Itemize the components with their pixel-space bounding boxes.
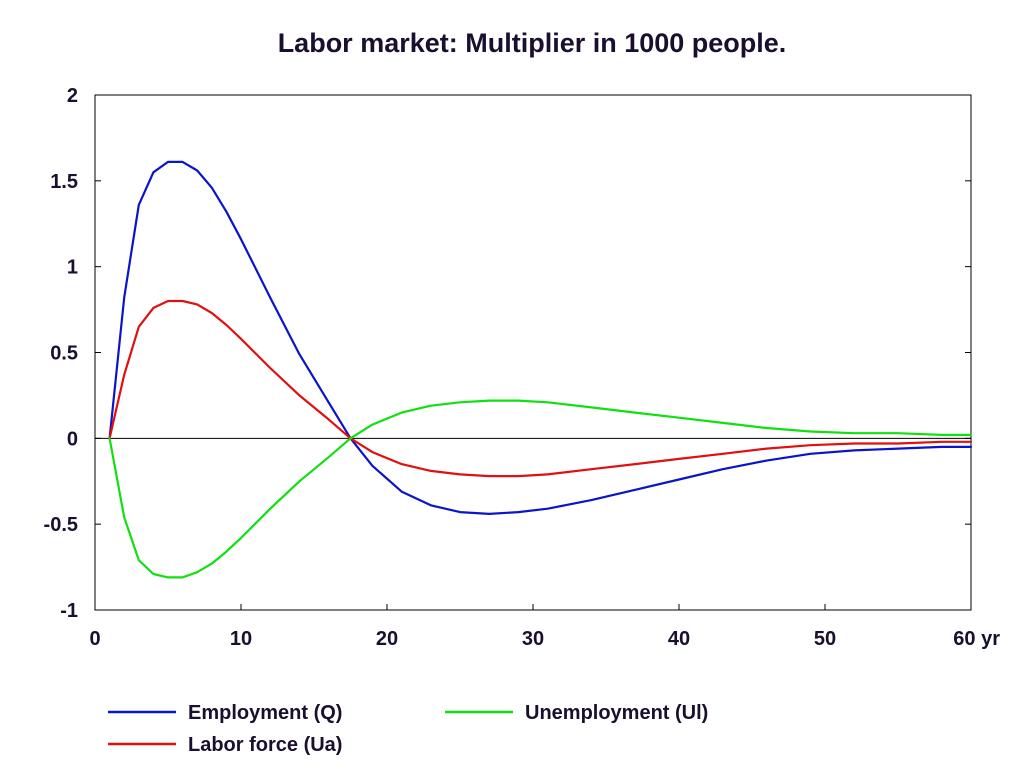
x-tick-label: 20 (376, 628, 398, 650)
x-tick-label: 10 (230, 628, 252, 650)
legend-label: Employment (Q) (188, 702, 342, 724)
series-line-2 (108, 299, 973, 478)
series-line-1 (108, 160, 973, 516)
y-tick-label: 1.5 (50, 171, 78, 193)
y-tick-label: 2 (67, 85, 78, 107)
legend-label: Labor force (Ua) (188, 734, 342, 756)
y-tick-label: 1 (67, 257, 78, 279)
axis-ticks (94, 94, 972, 611)
y-tick-label: -1 (60, 600, 78, 622)
legend-label: Unemployment (Ul) (525, 702, 708, 724)
series-line-3 (108, 399, 973, 579)
x-tick-label: 0 (89, 628, 100, 650)
legend: Employment (Q) Labor force (Ua) Unemployme… (108, 702, 708, 756)
y-tick-label: 0.5 (50, 343, 78, 365)
x-tick-label: 60 yr (953, 628, 1000, 650)
x-tick-label: 50 (814, 628, 836, 650)
x-tick-label: 30 (522, 628, 544, 650)
y-tick-label: 0 (67, 428, 78, 450)
tick-labels: -1-0.500.511.520 10 20 30 40 50 60 yr (44, 85, 1001, 650)
x-tick-label: 40 (668, 628, 690, 650)
plot-frame (94, 94, 972, 611)
series-lines (108, 160, 973, 579)
chart-title: Labor market: Multiplier in 1000 people. (278, 28, 787, 58)
y-tick-label: -0.5 (44, 514, 78, 536)
